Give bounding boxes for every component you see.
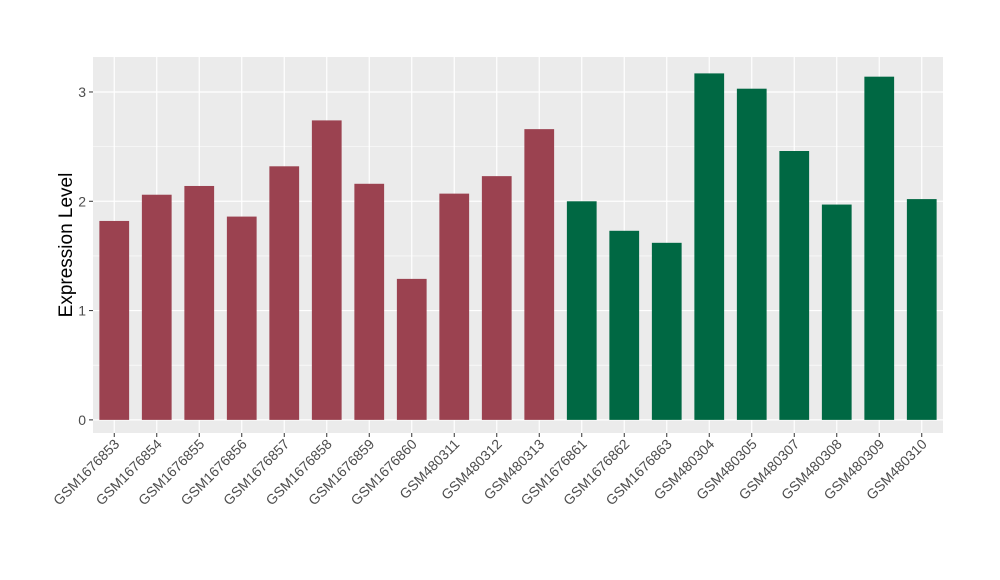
bar [184, 185, 215, 420]
bar [694, 73, 725, 420]
y-tick-label: 2 [78, 193, 86, 209]
bar [396, 278, 427, 420]
bar [906, 199, 937, 420]
bar [736, 88, 767, 420]
bar [609, 230, 640, 420]
bar [226, 216, 257, 420]
bar [524, 129, 555, 420]
y-axis-title: Expression Level [56, 173, 77, 318]
y-tick-label: 3 [78, 84, 86, 100]
bar [481, 176, 512, 420]
bar [354, 183, 385, 420]
bar [864, 76, 895, 420]
plot-panel [93, 57, 943, 433]
y-tick-label: 0 [78, 412, 86, 428]
y-axis: 0 1 2 3 [78, 84, 93, 428]
bar [99, 220, 130, 420]
bar [269, 166, 300, 420]
bar [439, 193, 470, 420]
bars [99, 73, 937, 420]
bar [566, 201, 597, 420]
bar [821, 204, 852, 420]
bar [141, 194, 172, 420]
y-tick-label: 1 [78, 303, 86, 319]
bar [779, 151, 810, 420]
x-axis: GSM1676853GSM1676854GSM1676855GSM1676856… [50, 433, 930, 508]
bar [651, 242, 682, 420]
bar [311, 120, 342, 420]
